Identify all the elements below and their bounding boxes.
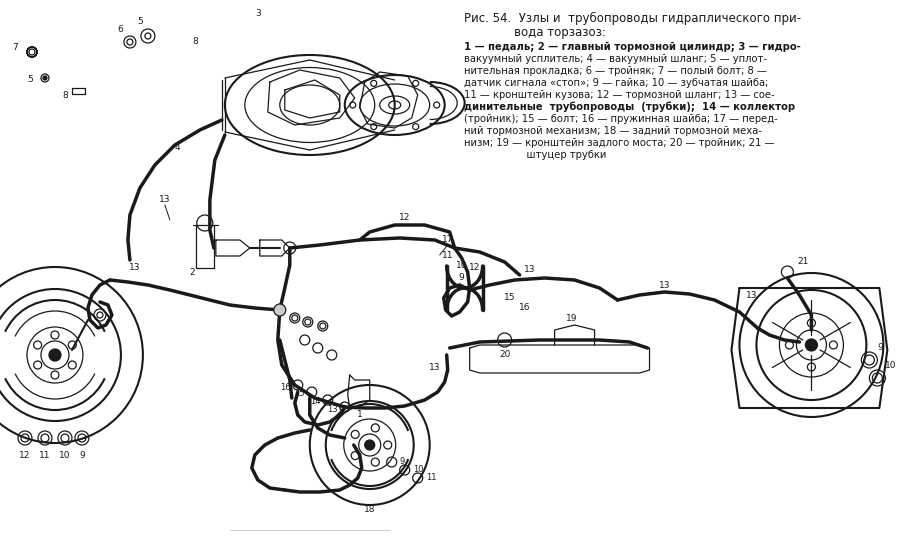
Text: 8: 8 — [192, 37, 198, 47]
Text: 15: 15 — [504, 294, 516, 302]
Text: 10: 10 — [413, 465, 423, 474]
Text: 11: 11 — [442, 250, 454, 260]
Text: 13: 13 — [746, 291, 757, 300]
Text: 4: 4 — [176, 143, 181, 153]
Text: 11 — кронштейн кузова; 12 — тормозной шланг; 13 — сое-: 11 — кронштейн кузова; 12 — тормозной шл… — [464, 90, 774, 100]
Text: 13: 13 — [130, 263, 140, 273]
Text: 6: 6 — [117, 25, 122, 35]
Text: 1: 1 — [357, 410, 363, 419]
Text: 9: 9 — [459, 274, 464, 282]
Text: 17: 17 — [442, 235, 454, 245]
Text: 12: 12 — [469, 263, 481, 273]
Text: 21: 21 — [797, 258, 809, 267]
Text: 20: 20 — [499, 350, 510, 359]
Text: 8: 8 — [62, 90, 68, 100]
Text: низм; 19 — кронштейн задлого моста; 20 — тройник; 21 —: низм; 19 — кронштейн задлого моста; 20 —… — [464, 138, 774, 148]
Text: 2: 2 — [189, 268, 194, 277]
Text: 10: 10 — [456, 261, 467, 269]
Circle shape — [49, 349, 61, 361]
Text: 12: 12 — [399, 213, 410, 221]
Circle shape — [43, 76, 47, 80]
Text: 10: 10 — [886, 361, 897, 371]
Circle shape — [274, 304, 286, 316]
Text: 12: 12 — [19, 451, 31, 460]
Text: 16: 16 — [519, 304, 530, 313]
Text: динительные  трубопроводы  (трубки);  14 — коллектор: динительные трубопроводы (трубки); 14 — … — [464, 102, 795, 113]
Text: 9: 9 — [400, 458, 405, 466]
Text: 9: 9 — [878, 344, 883, 353]
Text: 13: 13 — [524, 266, 536, 274]
Text: 11: 11 — [40, 451, 50, 460]
Text: (тройник); 15 — болт; 16 — пружинная шайба; 17 — перед-: (тройник); 15 — болт; 16 — пружинная шай… — [464, 114, 778, 124]
Text: 18: 18 — [364, 505, 375, 514]
Text: 16: 16 — [281, 382, 291, 392]
Text: 11: 11 — [426, 473, 436, 483]
Text: вода торзазоз:: вода торзазоз: — [514, 26, 606, 39]
Text: 7: 7 — [12, 43, 18, 52]
Text: 5: 5 — [137, 17, 143, 27]
Text: нительная прокладка; 6 — тройняк; 7 — полый болт; 8 —: нительная прокладка; 6 — тройняк; 7 — по… — [464, 66, 767, 76]
Text: 13: 13 — [159, 195, 171, 204]
Text: вакуумный усплитель; 4 — вакуумный шланг; 5 — уплот-: вакуумный усплитель; 4 — вакуумный шланг… — [464, 54, 767, 64]
Circle shape — [364, 440, 374, 450]
Circle shape — [806, 339, 817, 351]
Text: 5: 5 — [27, 76, 33, 84]
Text: 15: 15 — [294, 390, 305, 399]
Text: 19: 19 — [566, 314, 577, 323]
Text: Рис. 54.  Узлы и  трубопроводы гидраплического при-: Рис. 54. Узлы и трубопроводы гидрапличес… — [464, 12, 801, 25]
Text: 9: 9 — [79, 451, 85, 460]
Text: 10: 10 — [59, 451, 71, 460]
Text: ний тормозной механизм; 18 — задний тормозной меха-: ний тормозной механизм; 18 — задний торм… — [464, 126, 761, 136]
Text: 13: 13 — [659, 280, 670, 289]
Text: 13: 13 — [429, 364, 440, 373]
Text: 13: 13 — [328, 405, 338, 413]
Text: 14: 14 — [310, 398, 321, 406]
Text: датчик сигнала «стоп»; 9 — гайка; 10 — зубчатая шайба;: датчик сигнала «стоп»; 9 — гайка; 10 — з… — [464, 78, 768, 88]
Text: штуцер трубки: штуцер трубки — [464, 150, 606, 160]
Text: 3: 3 — [255, 10, 261, 18]
Text: 1 — педаль; 2 — главный тормозной цилиндр; 3 — гидро-: 1 — педаль; 2 — главный тормозной цилинд… — [464, 42, 800, 52]
